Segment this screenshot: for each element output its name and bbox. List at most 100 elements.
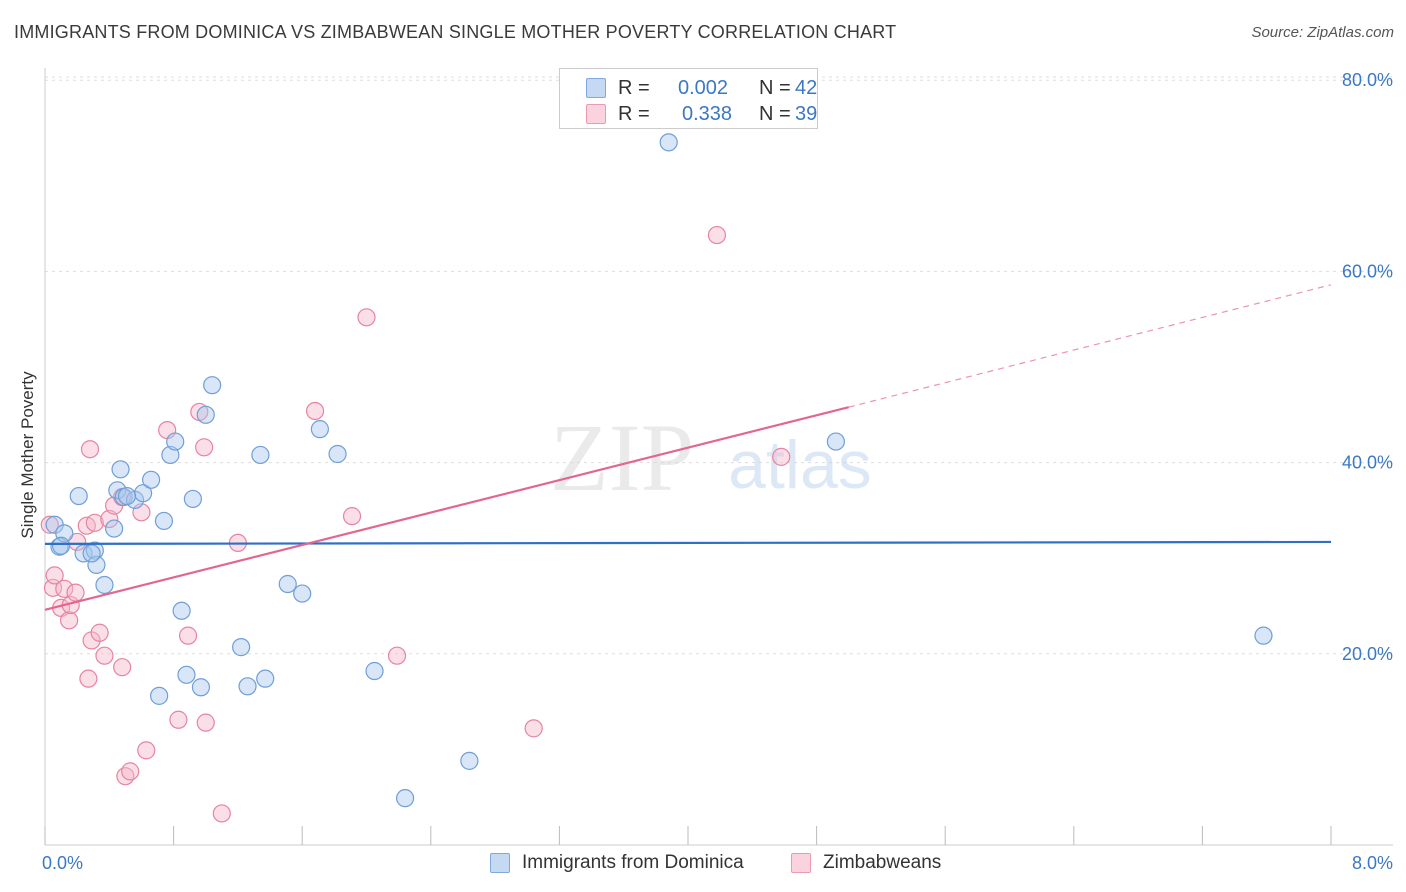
zimbabweans-point[interactable] [772,447,791,466]
zimbabweans-point[interactable] [80,440,100,459]
zimbabweans-point[interactable] [113,658,132,677]
zimbabweans-point[interactable] [85,513,104,532]
x-tick-label-min: 0.0% [42,853,83,873]
dominica-point[interactable] [50,537,69,556]
zimbabweans-point[interactable] [95,646,114,665]
dominica-point[interactable] [150,686,169,705]
y-tick-label: 40.0% [1342,453,1393,473]
zimbabweans-point[interactable] [178,626,198,645]
legend-n-label: N = [759,103,791,125]
axes [44,68,1393,846]
dominica-point[interactable] [161,445,180,465]
source-label: Source: ZipAtlas.com [1251,24,1394,41]
watermark-atlas: atlas [728,427,872,503]
dominica-point[interactable] [51,536,71,555]
zimbabweans-trend-line [44,406,850,611]
dominica-point[interactable] [659,133,678,152]
dominica-point[interactable] [105,519,124,538]
zimbabweans-point[interactable] [55,579,74,598]
correlation-legend: R = 0.002 N = 42 R = 0.338 N = 39 [559,68,818,129]
dominica-point[interactable] [154,511,174,531]
dominica-point[interactable] [166,432,185,451]
zimbabweans-point[interactable] [342,507,362,526]
zimbabweans-point[interactable] [90,623,109,642]
zimbabweans-point[interactable] [100,509,119,529]
dominica-point[interactable] [69,486,88,506]
y-tick-label: 20.0% [1342,644,1393,664]
zimbabweans-trend-extension [848,284,1332,408]
legend-r-value: 0.338 [682,103,733,125]
watermark: ZIP atlas [550,404,872,511]
zimbabweans-point[interactable] [121,762,140,781]
dominica-point[interactable] [293,584,312,603]
dominica-point[interactable] [1254,626,1273,645]
dominica-point[interactable] [95,575,114,595]
dominica-point[interactable] [310,420,329,439]
zimbabweans-point[interactable] [40,515,59,534]
zimbabweans-point[interactable] [196,713,215,732]
zimbabweans-point[interactable] [357,308,376,327]
dominica-point[interactable] [232,638,251,657]
dominica-trend-line [44,540,1332,545]
zimbabweans-point[interactable] [169,710,188,729]
dominica-point[interactable] [87,555,106,574]
zimbabweans-point[interactable] [137,741,156,760]
dominica-point[interactable] [177,665,196,684]
legend-r-label: R = [618,103,650,125]
legend-swatch-pink [586,104,606,124]
dominica-point[interactable] [191,678,211,697]
dominica-point[interactable] [203,376,222,395]
dominica-point[interactable] [172,601,191,620]
bottom-legend-swatch-blue [490,853,510,873]
zimbabweans-point[interactable] [79,669,98,688]
dominica-point[interactable] [395,789,415,808]
legend-n-value: 39 [795,103,818,125]
zimbabweans-point[interactable] [45,566,64,585]
x-tick-labels: 0.0% 8.0% [42,853,1393,873]
zimbabweans-point[interactable] [707,225,727,245]
zimbabweans-point[interactable] [60,611,79,630]
trend-lines [44,284,1332,611]
dominica-point[interactable] [117,486,137,506]
dominica-point[interactable] [238,677,257,696]
zimbabweans-point[interactable] [212,804,231,823]
legend-r-label: R = [618,77,650,99]
y-tick-label: 60.0% [1342,261,1393,281]
dominica-point[interactable] [82,544,101,563]
dominica-point[interactable] [460,751,479,770]
dominica-point[interactable] [108,481,127,500]
watermark-zip: ZIP [550,404,694,511]
legend-swatch-blue [586,78,606,98]
dominica-point[interactable] [256,669,275,688]
dominica-point[interactable] [278,574,297,594]
bottom-legend-label: Zimbabweans [823,852,942,873]
zimbabweans-point[interactable] [305,401,325,421]
y-tick-labels: 20.0% 40.0% 60.0% 80.0% [1342,70,1393,664]
bottom-legend-label: Immigrants from Dominica [522,852,744,873]
dominica-point[interactable] [141,470,161,489]
zimbabweans-point[interactable] [66,583,85,602]
zimbabweans-point[interactable] [195,438,214,457]
dominica-point[interactable] [183,489,202,509]
zimbabweans-point[interactable] [524,719,543,738]
dominica-point[interactable] [85,541,104,560]
bottom-legend-swatch-pink [791,853,811,873]
legend-n-value: 42 [795,77,818,99]
y-axis-label: Single Mother Poverty [18,371,37,539]
dominica-point[interactable] [251,445,270,465]
dominica-points [45,133,1273,808]
y-tick-label: 80.0% [1342,70,1393,90]
zimbabweans-points [40,225,791,823]
x-tick-label-max: 8.0% [1352,853,1393,873]
dominica-point[interactable] [111,460,130,479]
dominica-point[interactable] [826,432,845,451]
dominica-point[interactable] [196,405,215,424]
legend-r-value: 0.002 [678,77,729,99]
grid-lines [45,76,1393,655]
legend-n-label: N = [759,77,791,99]
zimbabweans-point[interactable] [387,646,407,665]
dominica-point[interactable] [328,444,347,464]
chart-title: IMMIGRANTS FROM DOMINICA VS ZIMBABWEAN S… [14,22,897,42]
dominica-point[interactable] [365,661,384,681]
